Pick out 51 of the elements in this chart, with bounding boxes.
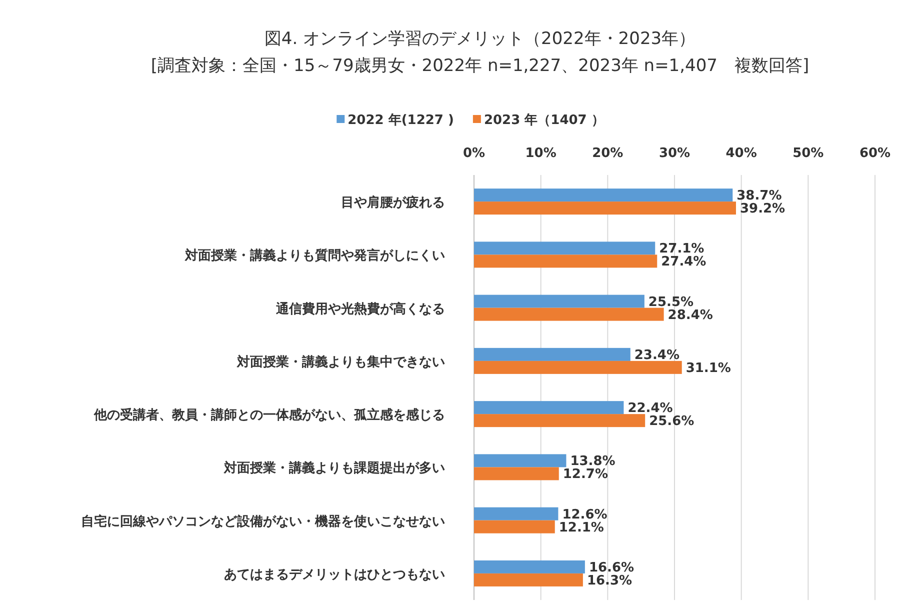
bar (474, 560, 585, 574)
bar (474, 254, 658, 268)
data-label: 16.3% (586, 573, 632, 588)
x-tick-label: 30% (658, 146, 690, 161)
bar (474, 348, 630, 361)
data-label: 38.7% (736, 188, 782, 204)
y-tick-label: 自宅に回線やパソコンなど設備がない・機器を使いこなせない (81, 513, 445, 530)
x-tick-label: 40% (726, 146, 757, 161)
bar (474, 188, 733, 202)
data-label: 16.6% (588, 560, 634, 576)
data-label: 13.8% (570, 454, 616, 470)
bar (474, 520, 555, 534)
data-label: 31.1% (686, 360, 731, 376)
data-label: 25.6% (649, 414, 694, 430)
x-tick-label: 0% (462, 146, 486, 161)
y-tick-label: あてはまるデメリットはひとつもない (224, 567, 445, 582)
bar (474, 242, 656, 255)
data-label: 28.4% (668, 308, 713, 323)
x-tick-label: 10% (525, 146, 556, 161)
chart-title: 図4. オンライン学習のデメリット（2022年・2023年） (264, 29, 696, 49)
bar (474, 414, 646, 428)
bar (474, 573, 583, 586)
y-tick-label: 他の受講者、教員・講師との一体感がない、孤立感を感じる (93, 407, 445, 424)
bar (474, 308, 664, 321)
x-tick-label: 20% (592, 146, 624, 161)
bar (474, 454, 566, 468)
y-tick-label: 目や肩腰が疲れる (341, 194, 445, 211)
x-tick-label: 50% (792, 146, 824, 161)
y-tick-label: 対面授業・講義よりも集中できない (236, 354, 445, 370)
data-label: 12.6% (562, 507, 608, 522)
y-tick-label: 対面授業・講義よりも課題提出が多い (223, 460, 445, 476)
bar (474, 294, 644, 308)
data-label: 25.5% (648, 294, 694, 310)
data-label: 27.1% (659, 242, 704, 257)
data-label: 23.4% (634, 348, 680, 363)
x-tick-label: 60% (859, 146, 891, 161)
bar (474, 467, 559, 480)
bar (474, 507, 558, 520)
data-label: 12.1% (558, 520, 604, 536)
chart-subtitle: [調査対象：全国・15～79歳男女・2022年 n=1,227、2023年 n=1,407 複数回答] (150, 56, 810, 76)
bar (474, 202, 736, 215)
bar (474, 360, 682, 374)
y-tick-label: 通信費用や光熱費が高くなる (275, 300, 445, 317)
data-label: 39.2% (740, 202, 786, 217)
data-label: 27.4% (661, 254, 706, 270)
legend-label: 2022 年(1227 ) (348, 113, 454, 128)
bar (474, 401, 624, 414)
y-tick-label: 対面授業・講義よりも質問や発言がしにくい (184, 248, 445, 264)
data-label: 12.7% (562, 467, 608, 482)
legend-label: 2023 年（1407 ） (484, 113, 604, 128)
data-label: 22.4% (628, 401, 673, 416)
